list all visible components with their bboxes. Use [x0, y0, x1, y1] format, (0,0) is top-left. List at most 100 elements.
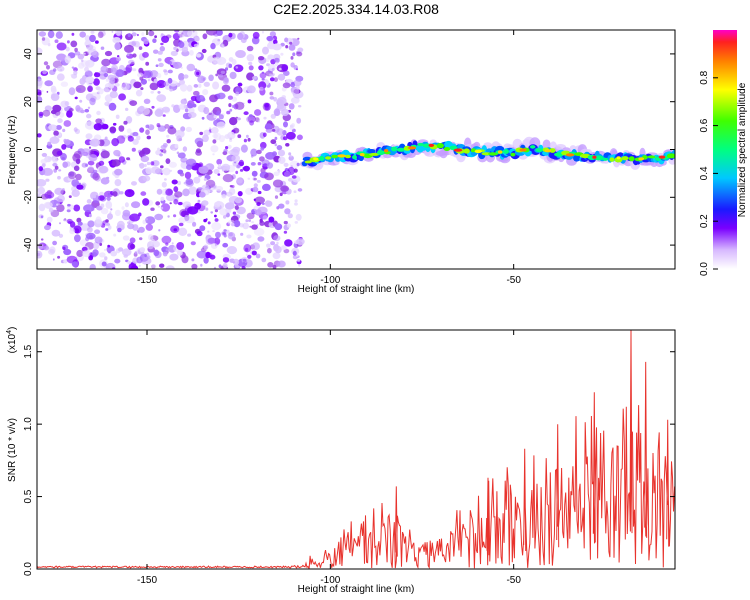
noise-speckle: [51, 229, 61, 237]
noise-speckle: [246, 212, 255, 220]
noise-speckle: [157, 124, 161, 128]
noise-speckle: [216, 110, 221, 116]
noise-speckle: [65, 46, 70, 52]
noise-speckle: [277, 149, 286, 157]
noise-speckle: [167, 60, 172, 65]
noise-speckle: [203, 81, 210, 87]
noise-speckle: [192, 221, 197, 227]
noise-speckle: [232, 211, 237, 215]
noise-speckle: [71, 66, 75, 69]
noise-speckle: [150, 166, 160, 174]
noise-speckle: [250, 162, 256, 166]
snr-scale-text: (x10: [7, 333, 18, 353]
noise-speckle: [224, 202, 235, 210]
noise-speckle: [221, 84, 231, 92]
noise-speckle: [71, 261, 78, 267]
noise-speckle: [221, 231, 227, 236]
snr-series-line: [37, 330, 675, 569]
noise-speckle: [171, 179, 178, 185]
noise-speckle: [236, 117, 241, 121]
noise-speckle: [92, 194, 97, 199]
noise-speckle: [269, 31, 276, 37]
noise-speckle: [257, 120, 260, 123]
noise-speckle: [54, 165, 59, 170]
noise-speckle: [234, 197, 242, 204]
noise-speckle: [205, 218, 208, 221]
noise-speckle: [162, 114, 166, 117]
noise-speckle: [56, 42, 67, 51]
noise-speckle: [101, 261, 107, 267]
noise-speckle: [285, 45, 289, 49]
noise-speckle: [161, 148, 167, 154]
noise-speckle: [286, 223, 291, 228]
noise-speckle: [46, 189, 52, 196]
noise-speckle: [163, 69, 168, 73]
snr-y-label: SNR (10 * v/v): [7, 418, 18, 482]
noise-speckle: [93, 72, 101, 78]
noise-speckle: [69, 228, 76, 235]
noise-speckle: [173, 104, 181, 114]
chart-title: C2E2.2025.334.14.03.R08: [273, 1, 439, 17]
noise-speckle: [40, 238, 44, 241]
noise-speckle: [208, 112, 212, 115]
noise-speckle: [253, 177, 257, 181]
noise-speckle: [249, 225, 252, 228]
noise-speckle: [38, 203, 46, 212]
noise-speckle: [259, 220, 265, 226]
noise-speckle: [107, 213, 113, 220]
noise-speckle: [57, 175, 61, 180]
noise-speckle: [99, 191, 104, 197]
noise-speckle: [56, 65, 65, 72]
noise-speckle: [82, 250, 91, 258]
noise-speckle: [66, 209, 71, 213]
noise-speckle: [140, 78, 147, 85]
noise-speckle: [99, 252, 106, 258]
noise-speckle: [138, 150, 146, 158]
noise-speckle: [216, 117, 221, 123]
noise-speckle: [73, 127, 78, 132]
noise-speckle: [140, 191, 147, 196]
band-core: [331, 154, 339, 159]
noise-speckle: [228, 63, 233, 68]
noise-speckle: [169, 253, 179, 261]
noise-speckle: [111, 138, 120, 147]
noise-speckle: [235, 170, 239, 175]
noise-speckle: [271, 67, 275, 71]
noise-speckle: [276, 241, 279, 245]
noise-speckle: [131, 181, 137, 186]
noise-speckle: [227, 232, 236, 240]
band-core: [352, 155, 357, 160]
noise-speckle: [129, 237, 136, 244]
noise-speckle: [86, 113, 92, 119]
noise-speckle: [76, 87, 82, 92]
band-hotspot: [592, 155, 597, 159]
noise-speckle: [264, 172, 274, 181]
noise-speckle: [290, 56, 294, 60]
noise-speckle: [173, 186, 179, 193]
noise-speckle: [276, 145, 283, 151]
noise-speckle: [247, 85, 256, 94]
noise-speckle: [276, 128, 284, 136]
noise-speckle: [174, 30, 180, 33]
noise-speckle: [87, 106, 91, 110]
band-core: [376, 150, 385, 156]
noise-speckle: [231, 104, 236, 108]
noise-speckle: [68, 87, 76, 96]
noise-speckle: [173, 46, 178, 51]
noise-speckle: [117, 247, 124, 252]
noise-speckle: [222, 262, 228, 269]
noise-speckle: [80, 148, 92, 157]
noise-speckle: [57, 118, 63, 124]
noise-speckle: [132, 53, 137, 58]
y-tick-label: 0: [23, 146, 34, 152]
noise-speckle: [118, 125, 125, 132]
noise-speckle: [179, 79, 185, 86]
noise-speckle: [274, 136, 278, 141]
noise-speckle: [178, 227, 188, 236]
noise-speckle: [153, 78, 158, 84]
noise-speckle: [235, 50, 246, 58]
band-hotspot: [359, 153, 365, 157]
noise-speckle: [215, 73, 219, 77]
noise-speckle: [189, 49, 194, 56]
